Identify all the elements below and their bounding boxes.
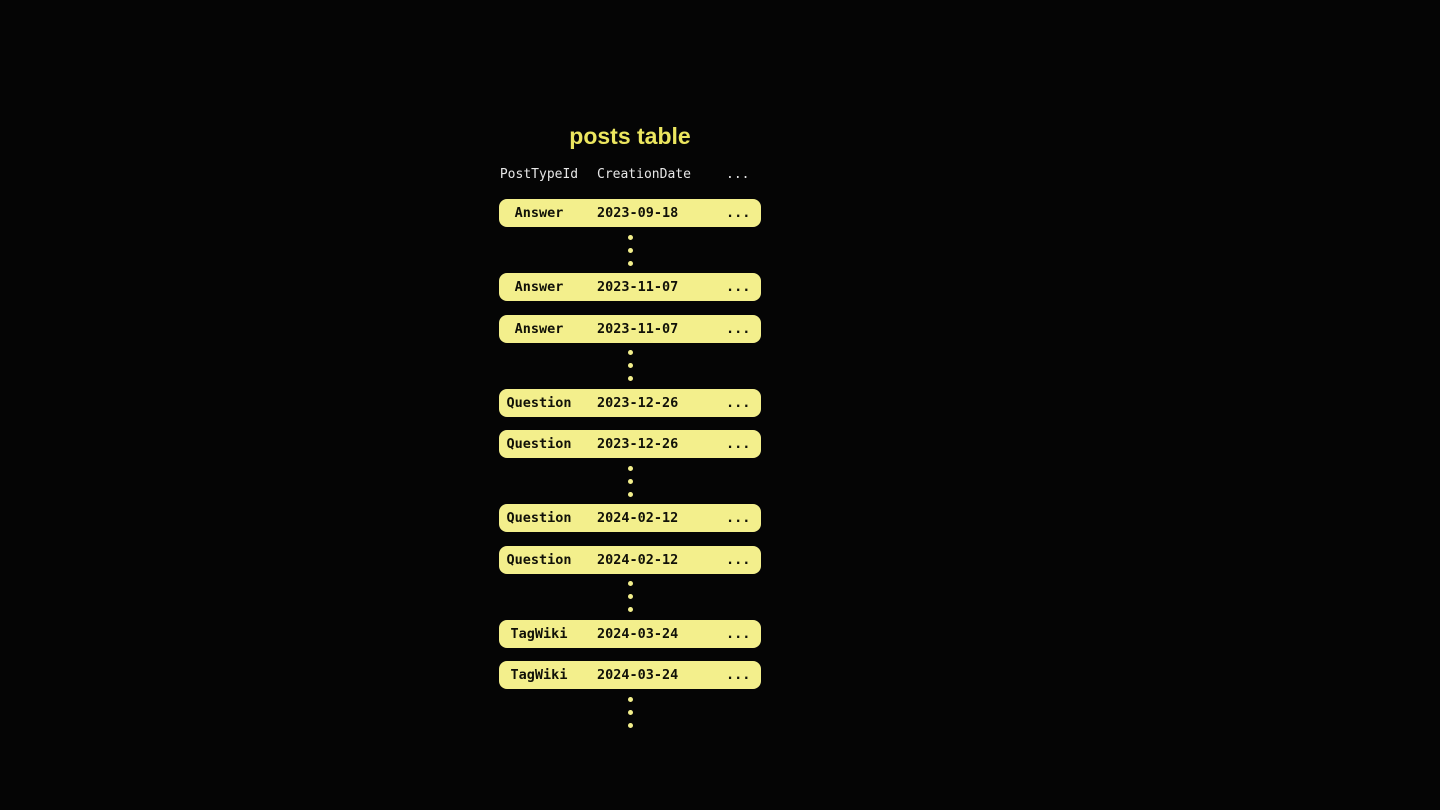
row-more: ...: [726, 320, 751, 337]
ellipsis-dots: [499, 343, 761, 389]
dot-icon: [627, 376, 633, 381]
dot-icon: [627, 607, 633, 612]
header-more-columns: ...: [726, 167, 750, 182]
row-creation-date: 2023-11-07: [597, 320, 679, 337]
table-header: PostTypeId CreationDate ...: [499, 167, 761, 183]
table-row: TagWiki 2024-03-24 ...: [499, 661, 761, 689]
dot-icon: [627, 491, 633, 497]
dot-icon: [627, 363, 633, 368]
posts-table-diagram: posts table PostTypeId CreationDate ... …: [499, 0, 761, 810]
table-rows: Answer 2023-09-18 ... Answer 2023-11-07 …: [499, 199, 761, 735]
row-post-type: Answer: [514, 320, 564, 337]
row-post-type: TagWiki: [510, 625, 568, 642]
row-creation-date: 2024-03-24: [597, 667, 679, 683]
table-row: Question 2024-02-12 ...: [499, 545, 761, 574]
row-more: ...: [726, 625, 751, 642]
ellipsis-dots: [499, 689, 761, 735]
table-row: TagWiki 2024-03-24 ...: [499, 619, 761, 648]
ellipsis-dots: [499, 574, 761, 620]
table-row: Answer 2023-11-07 ...: [499, 314, 761, 343]
row-creation-date: 2023-12-26: [597, 436, 679, 452]
row-creation-date: 2023-11-07: [597, 279, 679, 295]
dot-icon: [627, 722, 633, 728]
row-more: ...: [726, 510, 751, 526]
row-more: ...: [726, 205, 751, 221]
dot-icon: [627, 350, 633, 355]
row-post-type: Answer: [514, 205, 564, 221]
dot-icon: [627, 234, 633, 240]
dot-icon: [627, 709, 633, 715]
row-creation-date: 2024-03-24: [597, 625, 679, 642]
row-post-type: Question: [506, 551, 572, 568]
diagram-title: posts table: [569, 123, 691, 149]
row-post-type: Question: [506, 436, 572, 452]
row-creation-date: 2023-09-18: [597, 205, 679, 221]
row-more: ...: [726, 279, 751, 295]
row-more: ...: [726, 394, 751, 411]
table-row: Answer 2023-09-18 ...: [499, 199, 761, 227]
dot-icon: [627, 594, 633, 599]
row-more: ...: [726, 667, 751, 683]
row-post-type: Answer: [514, 279, 564, 295]
ellipsis-dots: [499, 458, 761, 504]
dot-icon: [627, 478, 633, 484]
row-more: ...: [726, 551, 751, 568]
row-creation-date: 2023-12-26: [597, 394, 679, 411]
dot-icon: [627, 696, 633, 702]
header-creation-date: CreationDate: [597, 167, 691, 182]
row-post-type: Question: [506, 510, 572, 526]
row-creation-date: 2024-02-12: [597, 510, 679, 526]
table-row: Question 2023-12-26 ...: [499, 430, 761, 458]
dot-icon: [627, 260, 633, 266]
header-post-type-id: PostTypeId: [499, 167, 579, 182]
table-row: Question 2023-12-26 ...: [499, 388, 761, 417]
dot-icon: [627, 465, 633, 471]
ellipsis-dots: [499, 227, 761, 273]
dot-icon: [627, 581, 633, 586]
row-creation-date: 2024-02-12: [597, 551, 679, 568]
dot-icon: [627, 247, 633, 253]
row-post-type: TagWiki: [510, 667, 568, 683]
row-more: ...: [726, 436, 751, 452]
table-row: Question 2024-02-12 ...: [499, 504, 761, 532]
row-post-type: Question: [506, 394, 572, 411]
table-row: Answer 2023-11-07 ...: [499, 273, 761, 301]
